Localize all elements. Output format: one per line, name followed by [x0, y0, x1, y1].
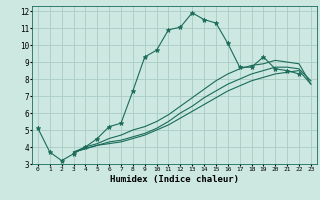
X-axis label: Humidex (Indice chaleur): Humidex (Indice chaleur)	[110, 175, 239, 184]
